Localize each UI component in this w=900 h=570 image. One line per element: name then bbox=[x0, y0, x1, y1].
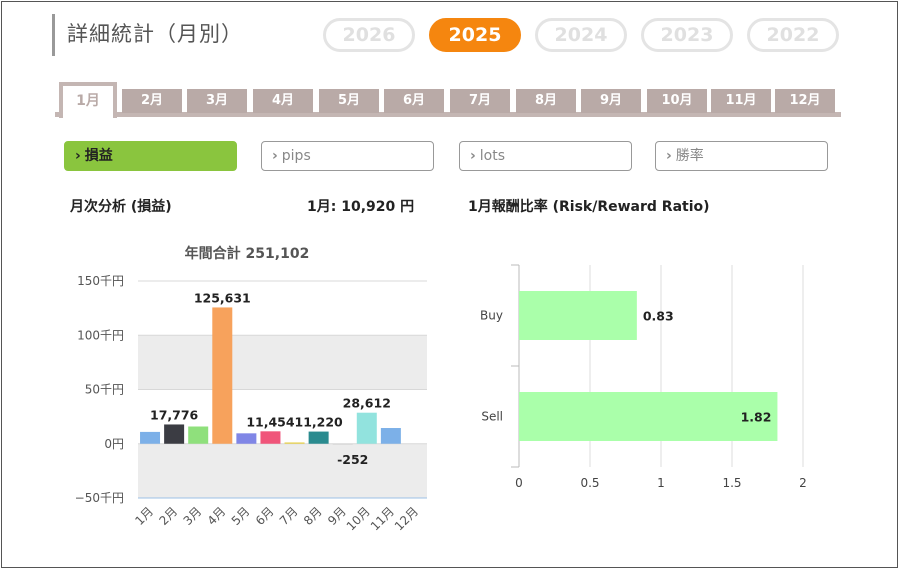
y-tick-label: −50千円 bbox=[75, 491, 124, 505]
x-tick-label: 1月 bbox=[132, 504, 156, 528]
y-tick-label: 50千円 bbox=[85, 383, 124, 397]
data-label: 11,220 bbox=[295, 415, 344, 430]
chevron-right-icon: › bbox=[470, 148, 476, 164]
tab-month-6[interactable]: 6月 bbox=[384, 89, 444, 113]
x-tick-label: 11月 bbox=[368, 504, 397, 533]
tab-month-5[interactable]: 5月 bbox=[319, 89, 379, 113]
y-tick-label: Buy bbox=[480, 309, 503, 323]
tab-month-8[interactable]: 8月 bbox=[516, 89, 576, 113]
ratio-heading: 1月報酬比率 (Risk/Reward Ratio) bbox=[468, 199, 710, 215]
metric-button-2[interactable]: › lots bbox=[459, 141, 632, 171]
page-title: 詳細統計（月別） bbox=[52, 14, 243, 56]
month-tab-bar bbox=[55, 112, 841, 117]
metric-button-1[interactable]: › pips bbox=[261, 141, 434, 171]
year-button-2026[interactable]: 2026 bbox=[323, 18, 415, 52]
y-tick-label: 0円 bbox=[104, 437, 124, 451]
data-label: 11,454 bbox=[246, 414, 295, 429]
tab-month-1[interactable]: 1月 bbox=[59, 82, 117, 118]
tab-month-7[interactable]: 7月 bbox=[450, 89, 510, 113]
tab-month-11[interactable]: 11月 bbox=[711, 89, 771, 113]
monthly-summary: 1月: 10,920 円 bbox=[307, 199, 415, 215]
x-tick-label: 3月 bbox=[181, 504, 205, 528]
bar-6月 bbox=[260, 431, 281, 444]
tab-month-3[interactable]: 3月 bbox=[187, 89, 247, 113]
x-tick-label: 1 bbox=[657, 476, 665, 490]
chart-band bbox=[138, 443, 427, 498]
data-label: -252 bbox=[337, 452, 368, 467]
x-tick-label: 0.5 bbox=[580, 476, 599, 490]
tab-month-12[interactable]: 12月 bbox=[775, 89, 835, 113]
bar-Buy bbox=[519, 291, 637, 340]
chevron-right-icon: › bbox=[272, 148, 278, 164]
x-tick-label: 2 bbox=[799, 476, 807, 490]
bar-10月 bbox=[356, 412, 377, 444]
bar-2月 bbox=[164, 424, 185, 444]
bar-4月 bbox=[212, 307, 233, 444]
year-button-2025[interactable]: 2025 bbox=[429, 18, 521, 52]
metric-label: 勝率 bbox=[675, 148, 704, 164]
x-tick-label: 8月 bbox=[301, 504, 325, 528]
tab-month-9[interactable]: 9月 bbox=[581, 89, 641, 113]
x-tick-label: 12月 bbox=[392, 504, 421, 533]
risk-reward-chart: 0 0.5 1 1.5 2 Buy 0.83 Sell 1.82 bbox=[480, 264, 807, 490]
bar-7月 bbox=[284, 442, 305, 444]
y-tick-label: 150千円 bbox=[77, 274, 124, 288]
bar-3月 bbox=[188, 426, 209, 444]
x-tick-label: 2月 bbox=[156, 504, 180, 528]
x-tick-label: 0 bbox=[515, 476, 523, 490]
chart-band bbox=[138, 335, 427, 390]
y-tick-label: Sell bbox=[481, 410, 503, 424]
x-tick-label: 5月 bbox=[229, 504, 253, 528]
x-tick-label: 7月 bbox=[277, 504, 301, 528]
monthly-analysis-heading: 月次分析 (損益) bbox=[70, 199, 172, 215]
metric-label: pips bbox=[281, 148, 311, 164]
tab-month-2[interactable]: 2月 bbox=[122, 89, 182, 113]
chart-title: 年間合計 251,102 bbox=[185, 245, 310, 262]
tab-month-10[interactable]: 10月 bbox=[647, 89, 707, 113]
x-tick-label: 1.5 bbox=[722, 476, 741, 490]
data-label: 0.83 bbox=[643, 309, 674, 324]
metric-button-3[interactable]: › 勝率 bbox=[655, 141, 828, 171]
data-label: 1.82 bbox=[741, 410, 772, 425]
year-button-2023[interactable]: 2023 bbox=[641, 18, 733, 52]
x-tick-label: 4月 bbox=[205, 504, 229, 528]
year-button-2024[interactable]: 2024 bbox=[535, 18, 627, 52]
data-label: 28,612 bbox=[343, 396, 391, 411]
x-tick-label: 10月 bbox=[344, 504, 373, 533]
bar-8月 bbox=[308, 431, 329, 444]
bar-Sell bbox=[519, 392, 778, 441]
tab-month-4[interactable]: 4月 bbox=[253, 89, 313, 113]
metric-button-0[interactable]: › 損益 bbox=[64, 141, 237, 171]
bar-11月 bbox=[380, 428, 401, 444]
year-button-2022[interactable]: 2022 bbox=[747, 18, 839, 52]
data-label: 17,776 bbox=[150, 407, 199, 422]
y-tick-label: 100千円 bbox=[77, 328, 124, 342]
metric-label: lots bbox=[479, 148, 506, 164]
bar-5月 bbox=[236, 433, 257, 444]
chevron-right-icon: › bbox=[666, 148, 672, 164]
data-label: 125,631 bbox=[194, 290, 251, 305]
x-tick-label: 6月 bbox=[253, 504, 277, 528]
monthly-pl-chart: 150千円 100千円 50千円 0円 −50千円 年間合計 251,102 1月 17,77… bbox=[75, 245, 427, 533]
chevron-right-icon: › bbox=[75, 148, 81, 164]
metric-label: 損益 bbox=[84, 148, 113, 164]
bar-9月 bbox=[332, 443, 353, 445]
bar-1月 bbox=[140, 431, 161, 444]
